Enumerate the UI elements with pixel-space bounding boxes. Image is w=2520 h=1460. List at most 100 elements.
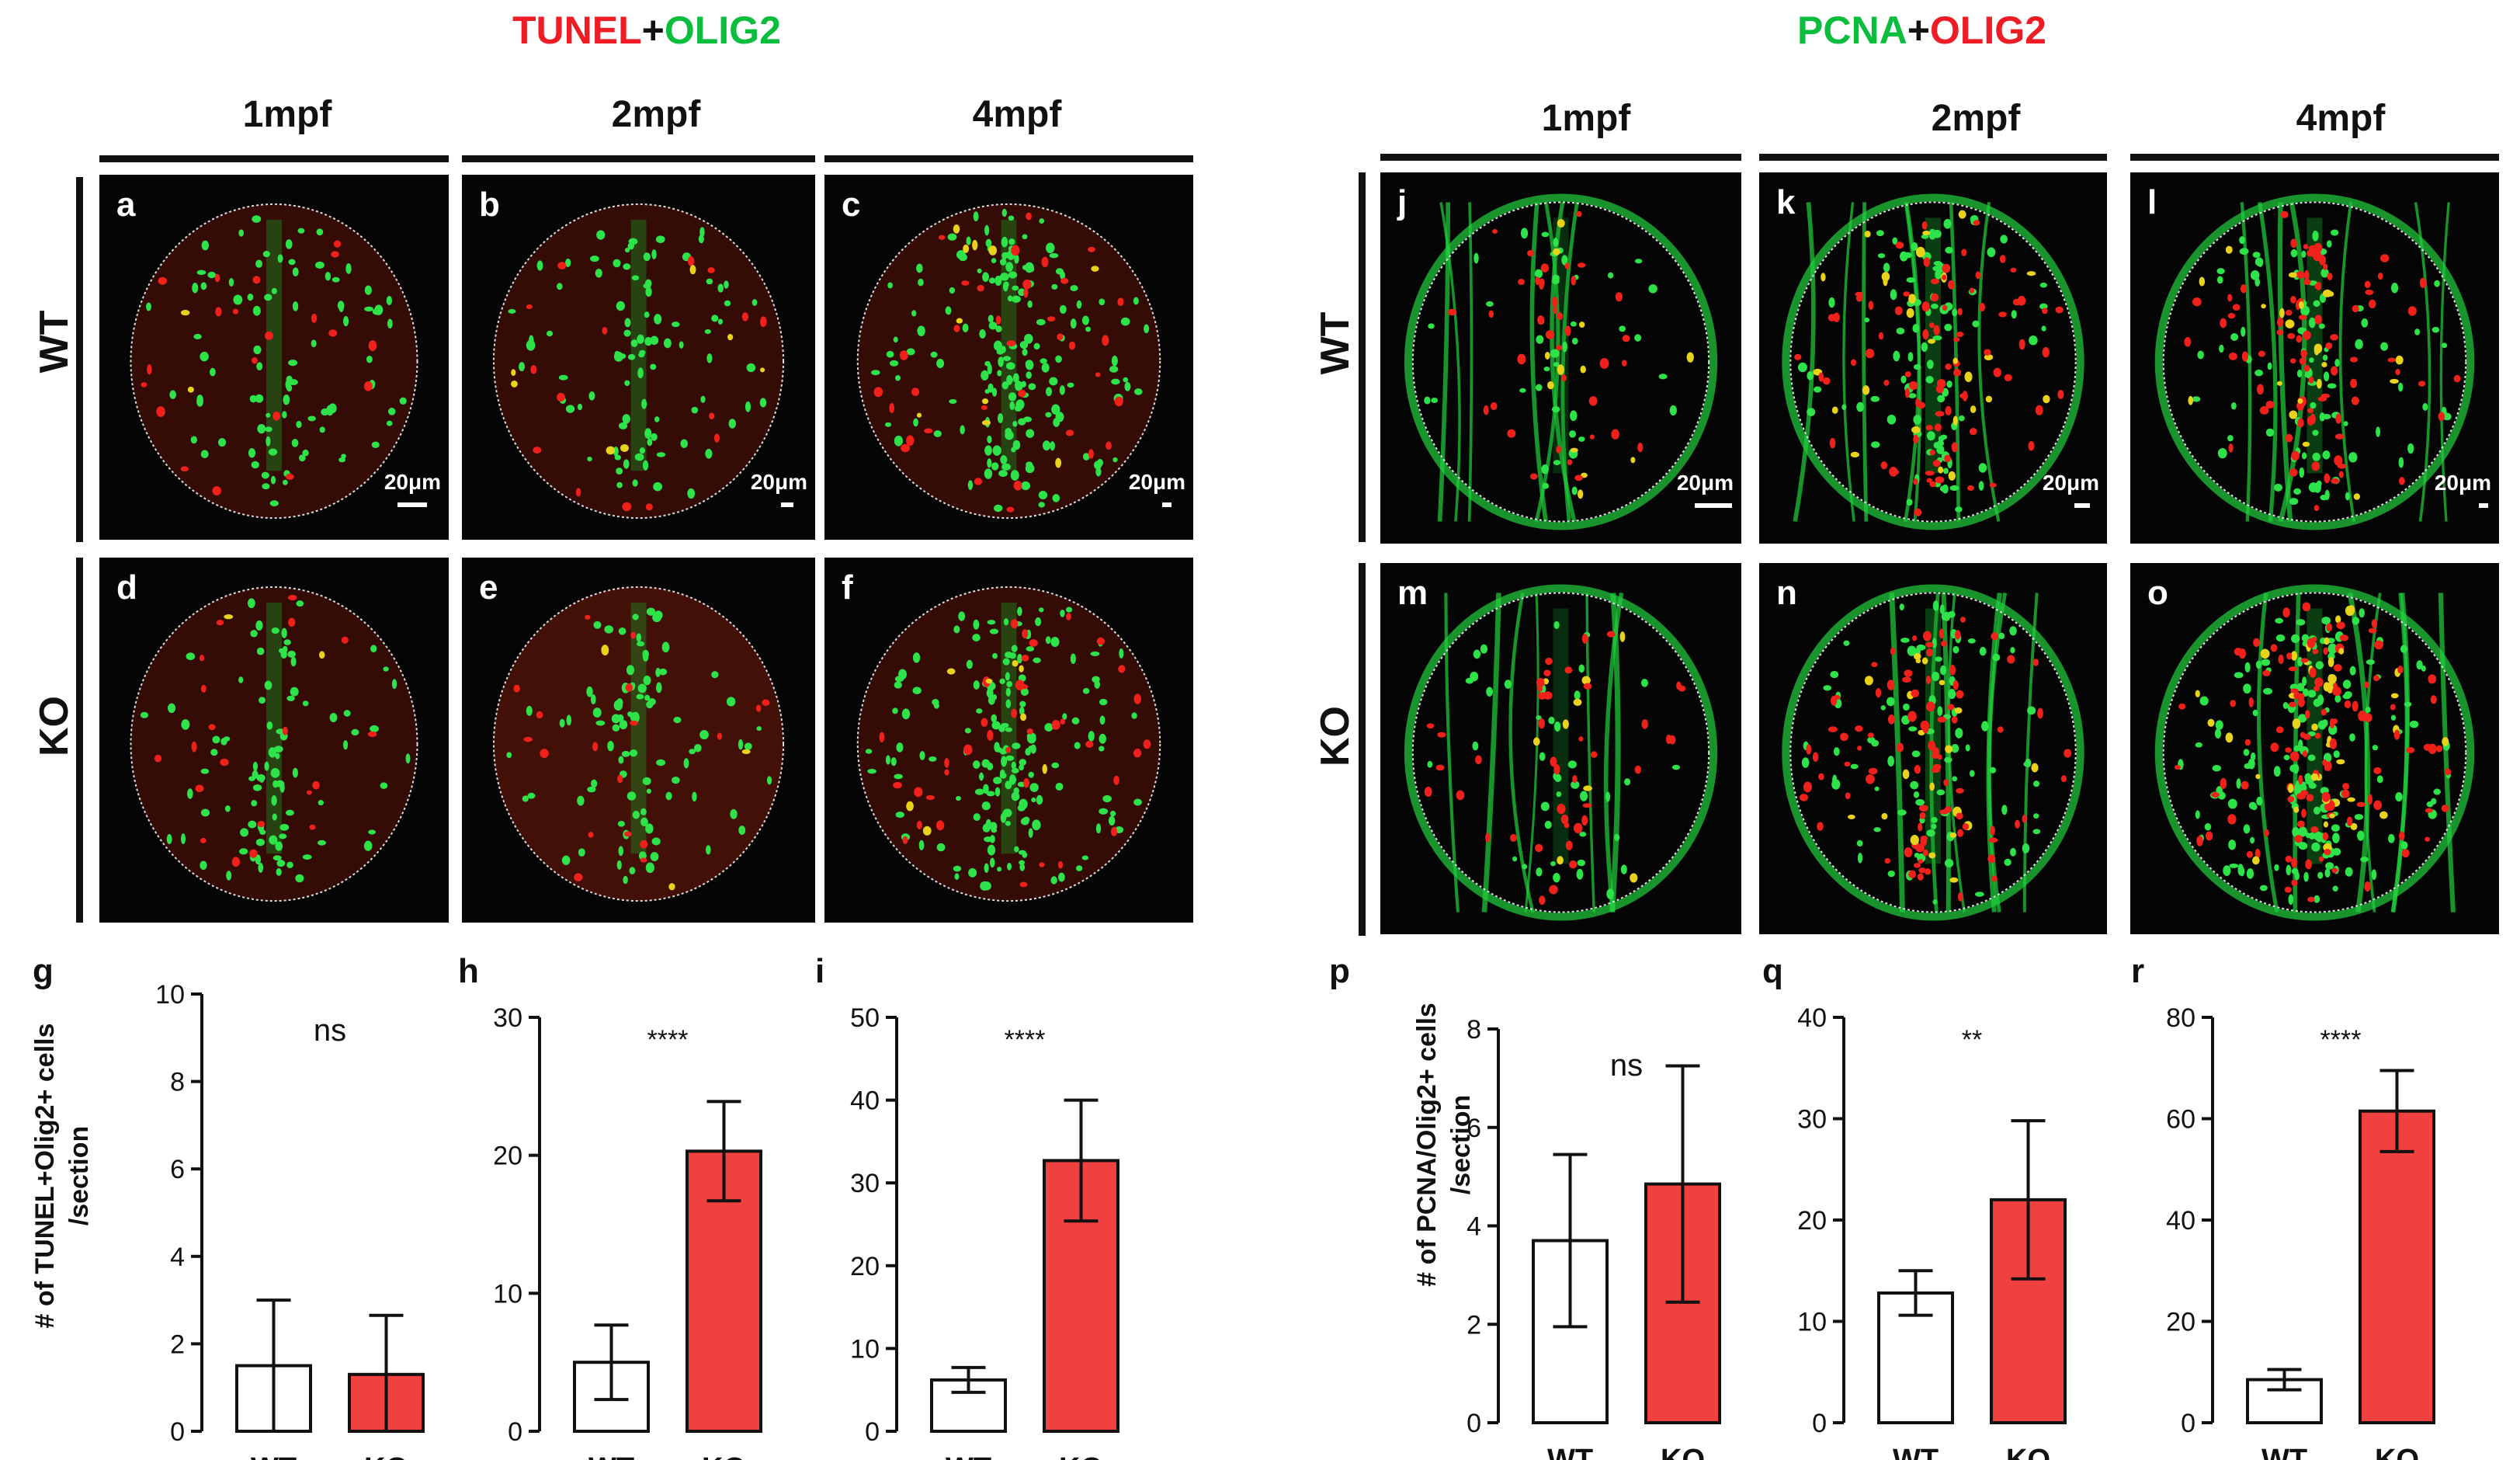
scale-bar [1162, 502, 1171, 507]
micrograph-image [492, 586, 785, 902]
error-bar-ko [369, 1313, 404, 1433]
y-tick-label: 80 [2166, 1003, 2195, 1033]
col-label-1mpf: 1mpf [242, 94, 332, 135]
scale-bar-label: 20μm [2434, 471, 2491, 495]
panel-label-m: m [1397, 574, 1428, 612]
scale-bar [781, 502, 793, 507]
significance-label: ** [1962, 1025, 1982, 1055]
panel-label-c: c [842, 186, 861, 224]
bar-chart-g: g 0 2 4 6 8 10 WT KO ns [23, 944, 458, 1460]
scale-bar-label: 20μm [1676, 471, 1734, 495]
bar-chart-q: q 0 10 20 30 40 WT KO ** [1755, 944, 2119, 1460]
significance-label: **** [2320, 1025, 2362, 1055]
col-label-4mpf: 4mpf [2296, 98, 2386, 139]
y-tick-label: 0 [1467, 1409, 1481, 1438]
panel-label-i: i [815, 952, 824, 990]
y-tick-label: 0 [508, 1417, 522, 1447]
panel-label-a: a [116, 186, 136, 224]
panel-label-k: k [1776, 183, 1796, 221]
x-category-label: WT [1893, 1444, 1939, 1460]
y-tick-label: 8 [1467, 1015, 1481, 1045]
panel-label-o: o [2147, 574, 2168, 612]
error-bar-wt [2267, 1368, 2302, 1392]
bar-chart-svg: p 0 2 4 6 8 WT KO ns [1329, 952, 1721, 1460]
col-label-2mpf: 2mpf [1931, 98, 2021, 139]
micrograph-b: b 20μm [462, 175, 815, 540]
significance-label: ns [314, 1013, 346, 1048]
bar-chart-svg: r 0 20 40 60 80 WT KO **** [2131, 952, 2435, 1460]
row-divider-ko [1359, 563, 1366, 936]
row-label-wt: WT [32, 310, 77, 374]
title-plus: + [641, 9, 665, 52]
panel-label-h: h [458, 952, 479, 990]
micrograph-f: f [824, 558, 1193, 923]
micrograph-image [1782, 193, 2084, 530]
micrograph-image [1404, 193, 1718, 530]
error-bar-wt [1898, 1269, 1933, 1317]
micrograph-image [1404, 584, 1718, 921]
micrograph-a: a 20μm [99, 175, 449, 540]
scale-bar [397, 502, 427, 507]
x-category-label: KO [364, 1452, 408, 1460]
micrograph-image [130, 203, 418, 520]
x-category-label: WT [946, 1452, 991, 1460]
y-tick-label: 8 [170, 1068, 185, 1097]
micrograph-l: l 20μm [2130, 172, 2499, 544]
x-category-label: WT [251, 1452, 297, 1460]
error-bar-ko [706, 1100, 741, 1203]
error-bar-ko [1064, 1098, 1099, 1223]
y-tick-label: 0 [1812, 1409, 1827, 1438]
y-tick-label: 60 [2166, 1105, 2195, 1135]
y-tick-label: 20 [850, 1252, 880, 1281]
y-tick-label: 6 [1467, 1114, 1481, 1143]
micrograph-n: n [1759, 563, 2107, 934]
panel-label-p: p [1329, 952, 1350, 990]
y-tick-label: 40 [2166, 1206, 2195, 1236]
bar-wt [1532, 1239, 1609, 1425]
y-tick-label: 0 [170, 1417, 185, 1447]
bar-ko [2359, 1109, 2435, 1424]
error-bar-wt [1553, 1152, 1588, 1329]
col-label-2mpf: 2mpf [611, 94, 701, 135]
y-tick-label: 30 [1797, 1105, 1827, 1135]
scale-bar [2479, 503, 2488, 508]
col-divider-4mpf [2130, 154, 2499, 161]
y-tick-label: 20 [1797, 1206, 1827, 1236]
bar-chart-svg: i 0 10 20 30 40 50 WT KO **** [815, 952, 1119, 1460]
x-category-label: KO [1661, 1444, 1705, 1460]
y-tick-label: 2 [170, 1330, 185, 1359]
panel-label-j: j [1397, 183, 1408, 221]
bar-wt [1877, 1291, 1954, 1424]
y-tick-label: 0 [2181, 1409, 2195, 1438]
micrograph-c: c 20μm [824, 175, 1193, 540]
y-tick-label: 50 [850, 1003, 880, 1033]
micrograph-k: k 20μm [1759, 172, 2107, 544]
bar-chart-svg: h 0 10 20 30 WT KO **** [458, 952, 762, 1460]
y-tick-label: 10 [155, 980, 185, 1010]
x-category-label: WT [588, 1452, 634, 1460]
y-tick-label: 4 [1467, 1212, 1481, 1242]
bar-chart-svg: q 0 10 20 30 40 WT KO ** [1762, 952, 2067, 1460]
y-tick-label: 20 [2166, 1308, 2195, 1337]
scale-bar-label: 20μm [384, 470, 441, 494]
panel-label-d: d [116, 568, 137, 607]
y-tick-label: 10 [1797, 1308, 1827, 1337]
error-bar-wt [256, 1298, 291, 1433]
micrograph-image [2154, 193, 2475, 530]
panel-label-q: q [1762, 952, 1783, 990]
col-divider-2mpf [1759, 154, 2107, 161]
scale-bar [2074, 503, 2090, 508]
y-tick-label: 4 [170, 1243, 185, 1272]
left-figure-title: TUNEL+OLIG2 [512, 11, 781, 50]
panel-label-l: l [2147, 183, 2157, 221]
bar-chart-r: r 0 20 40 60 80 WT KO **** [2123, 944, 2504, 1460]
significance-label: **** [647, 1025, 689, 1055]
y-tick-label: 30 [850, 1169, 880, 1198]
error-bar-ko [1665, 1064, 1700, 1304]
title-tunel: TUNEL [512, 9, 642, 52]
significance-label: ns [1610, 1048, 1643, 1083]
row-label-ko: KO [1313, 706, 1358, 766]
micrograph-e: e [462, 558, 815, 923]
micrograph-image [856, 586, 1161, 902]
row-divider-ko [76, 558, 83, 923]
